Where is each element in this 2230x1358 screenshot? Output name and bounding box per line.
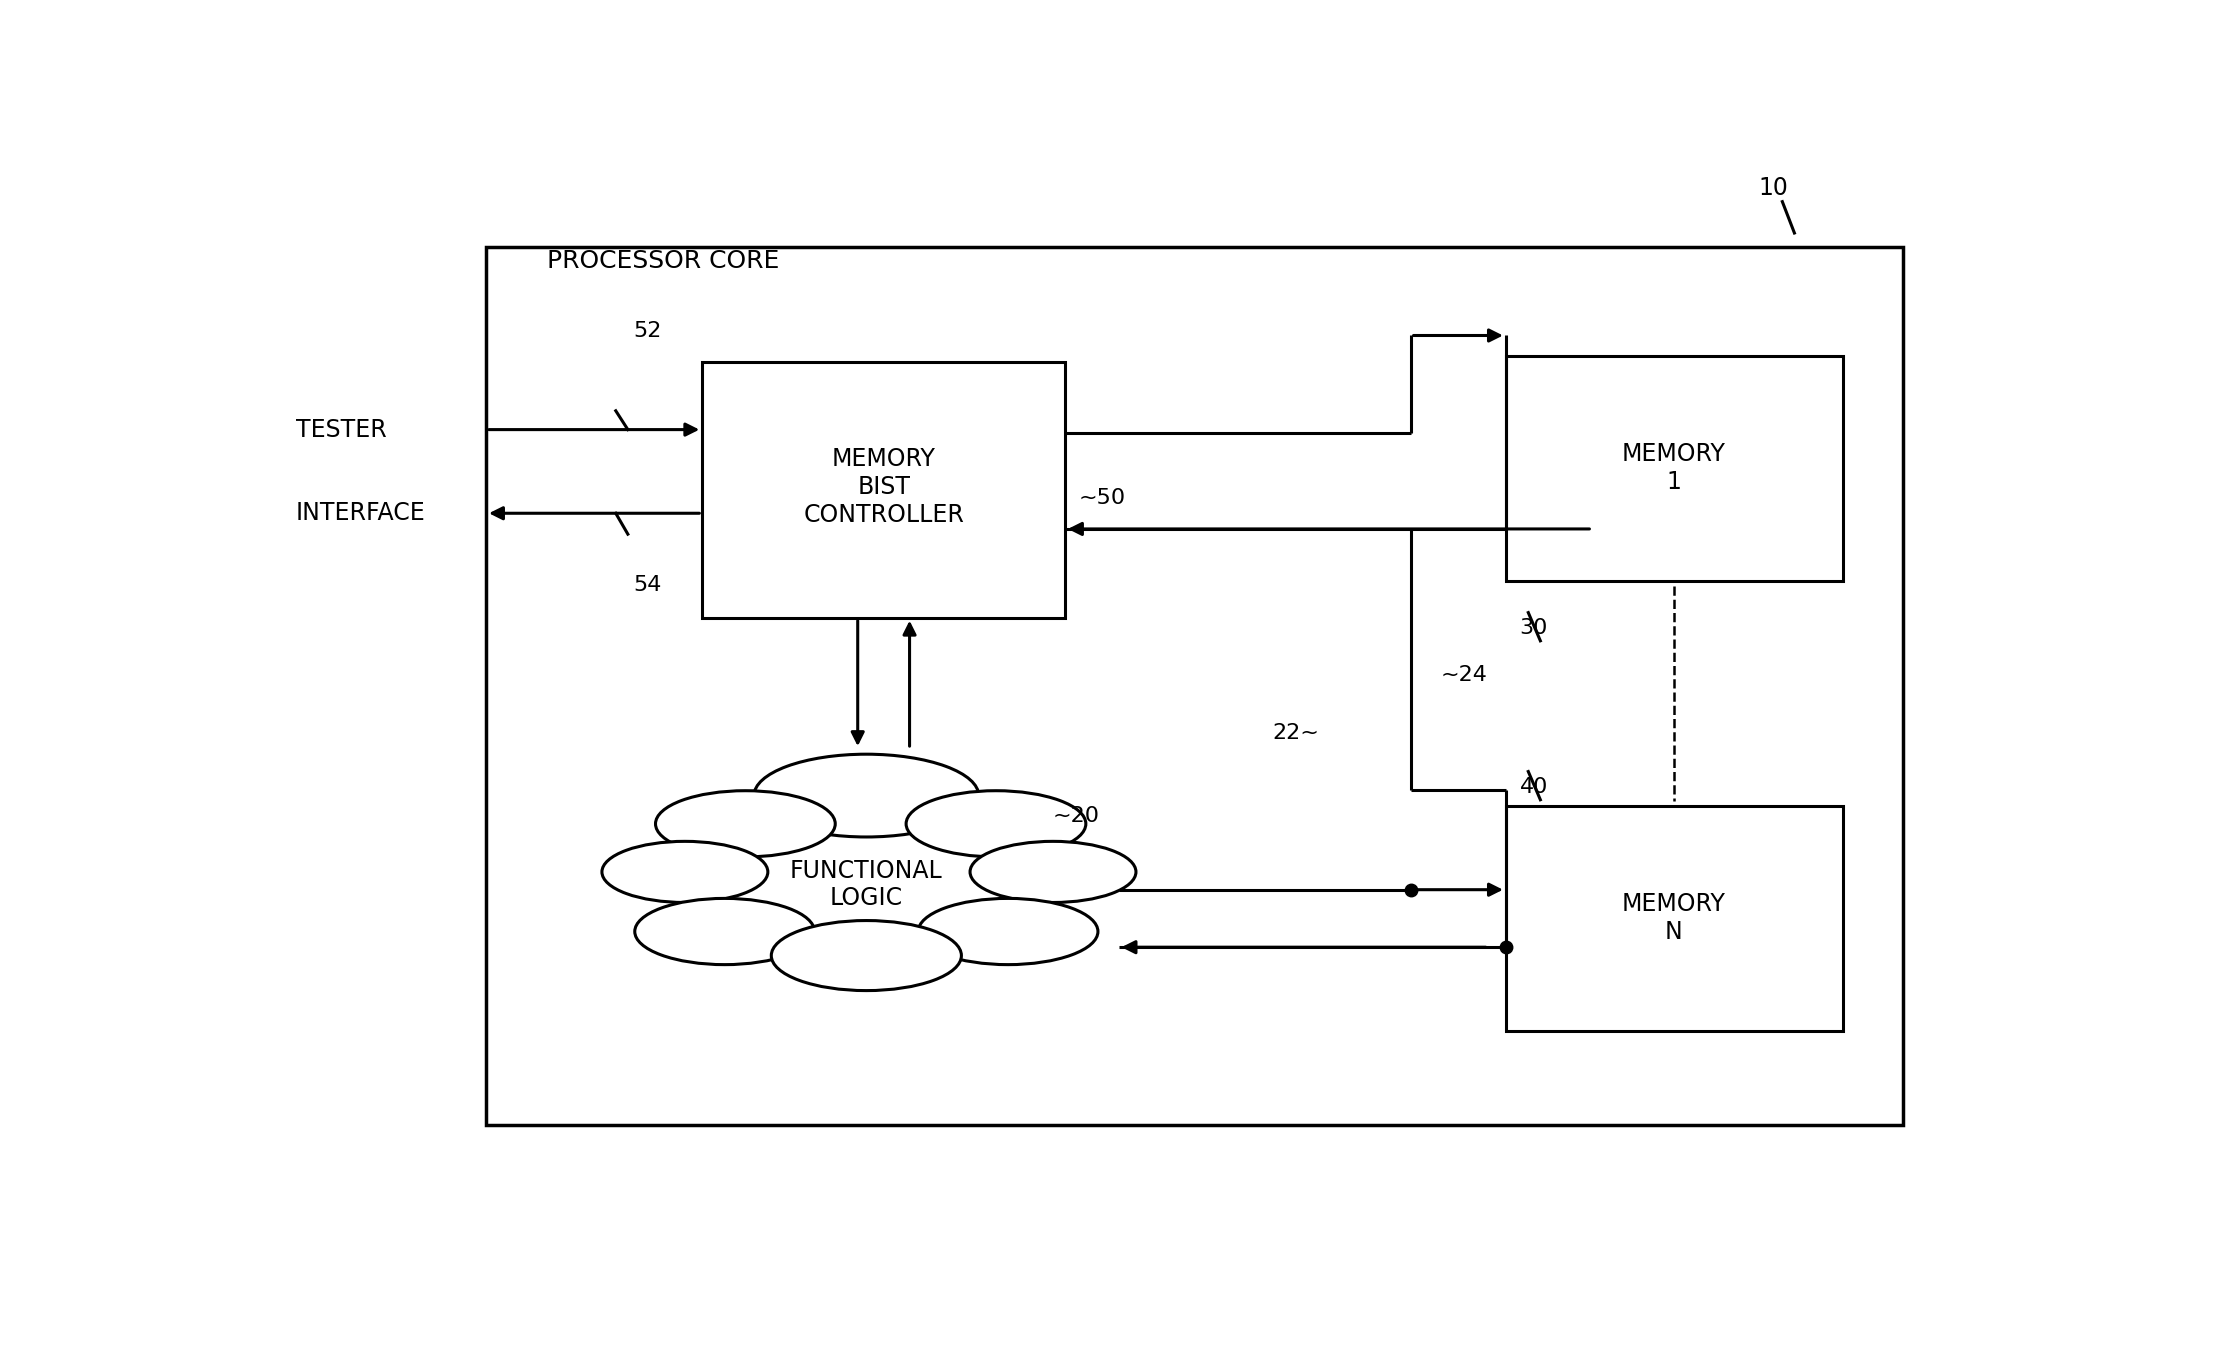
Text: 22~: 22~: [1273, 722, 1320, 743]
Ellipse shape: [970, 842, 1135, 903]
Text: 54: 54: [633, 574, 662, 595]
Ellipse shape: [919, 899, 1097, 964]
Text: INTERFACE: INTERFACE: [297, 501, 426, 526]
Text: 40: 40: [1519, 777, 1548, 797]
FancyBboxPatch shape: [702, 361, 1066, 618]
Ellipse shape: [905, 790, 1086, 857]
Ellipse shape: [602, 842, 767, 903]
Ellipse shape: [602, 842, 767, 903]
Ellipse shape: [656, 790, 836, 857]
FancyBboxPatch shape: [1505, 356, 1842, 581]
FancyBboxPatch shape: [486, 247, 1902, 1124]
Text: 52: 52: [633, 320, 662, 341]
FancyBboxPatch shape: [1505, 807, 1842, 1031]
Ellipse shape: [754, 754, 979, 837]
Text: MEMORY
N: MEMORY N: [1621, 892, 1726, 944]
Ellipse shape: [656, 790, 836, 857]
Text: 10: 10: [1759, 175, 1788, 200]
Text: ~50: ~50: [1079, 488, 1126, 508]
Text: MEMORY
BIST
CONTROLLER: MEMORY BIST CONTROLLER: [803, 447, 963, 527]
Ellipse shape: [772, 921, 961, 990]
Ellipse shape: [772, 921, 961, 990]
Text: FUNCTIONAL
LOGIC: FUNCTIONAL LOGIC: [789, 858, 943, 910]
Text: PROCESSOR CORE: PROCESSOR CORE: [546, 249, 778, 273]
Text: 30: 30: [1519, 618, 1548, 638]
Ellipse shape: [970, 842, 1135, 903]
Text: ~20: ~20: [1053, 807, 1099, 827]
Ellipse shape: [919, 899, 1097, 964]
Text: TESTER: TESTER: [297, 418, 386, 441]
Text: ~24: ~24: [1441, 665, 1487, 686]
Text: MEMORY
1: MEMORY 1: [1621, 443, 1726, 494]
Ellipse shape: [905, 790, 1086, 857]
Ellipse shape: [636, 899, 814, 964]
Ellipse shape: [711, 827, 1021, 942]
Ellipse shape: [754, 754, 979, 837]
Ellipse shape: [636, 899, 814, 964]
